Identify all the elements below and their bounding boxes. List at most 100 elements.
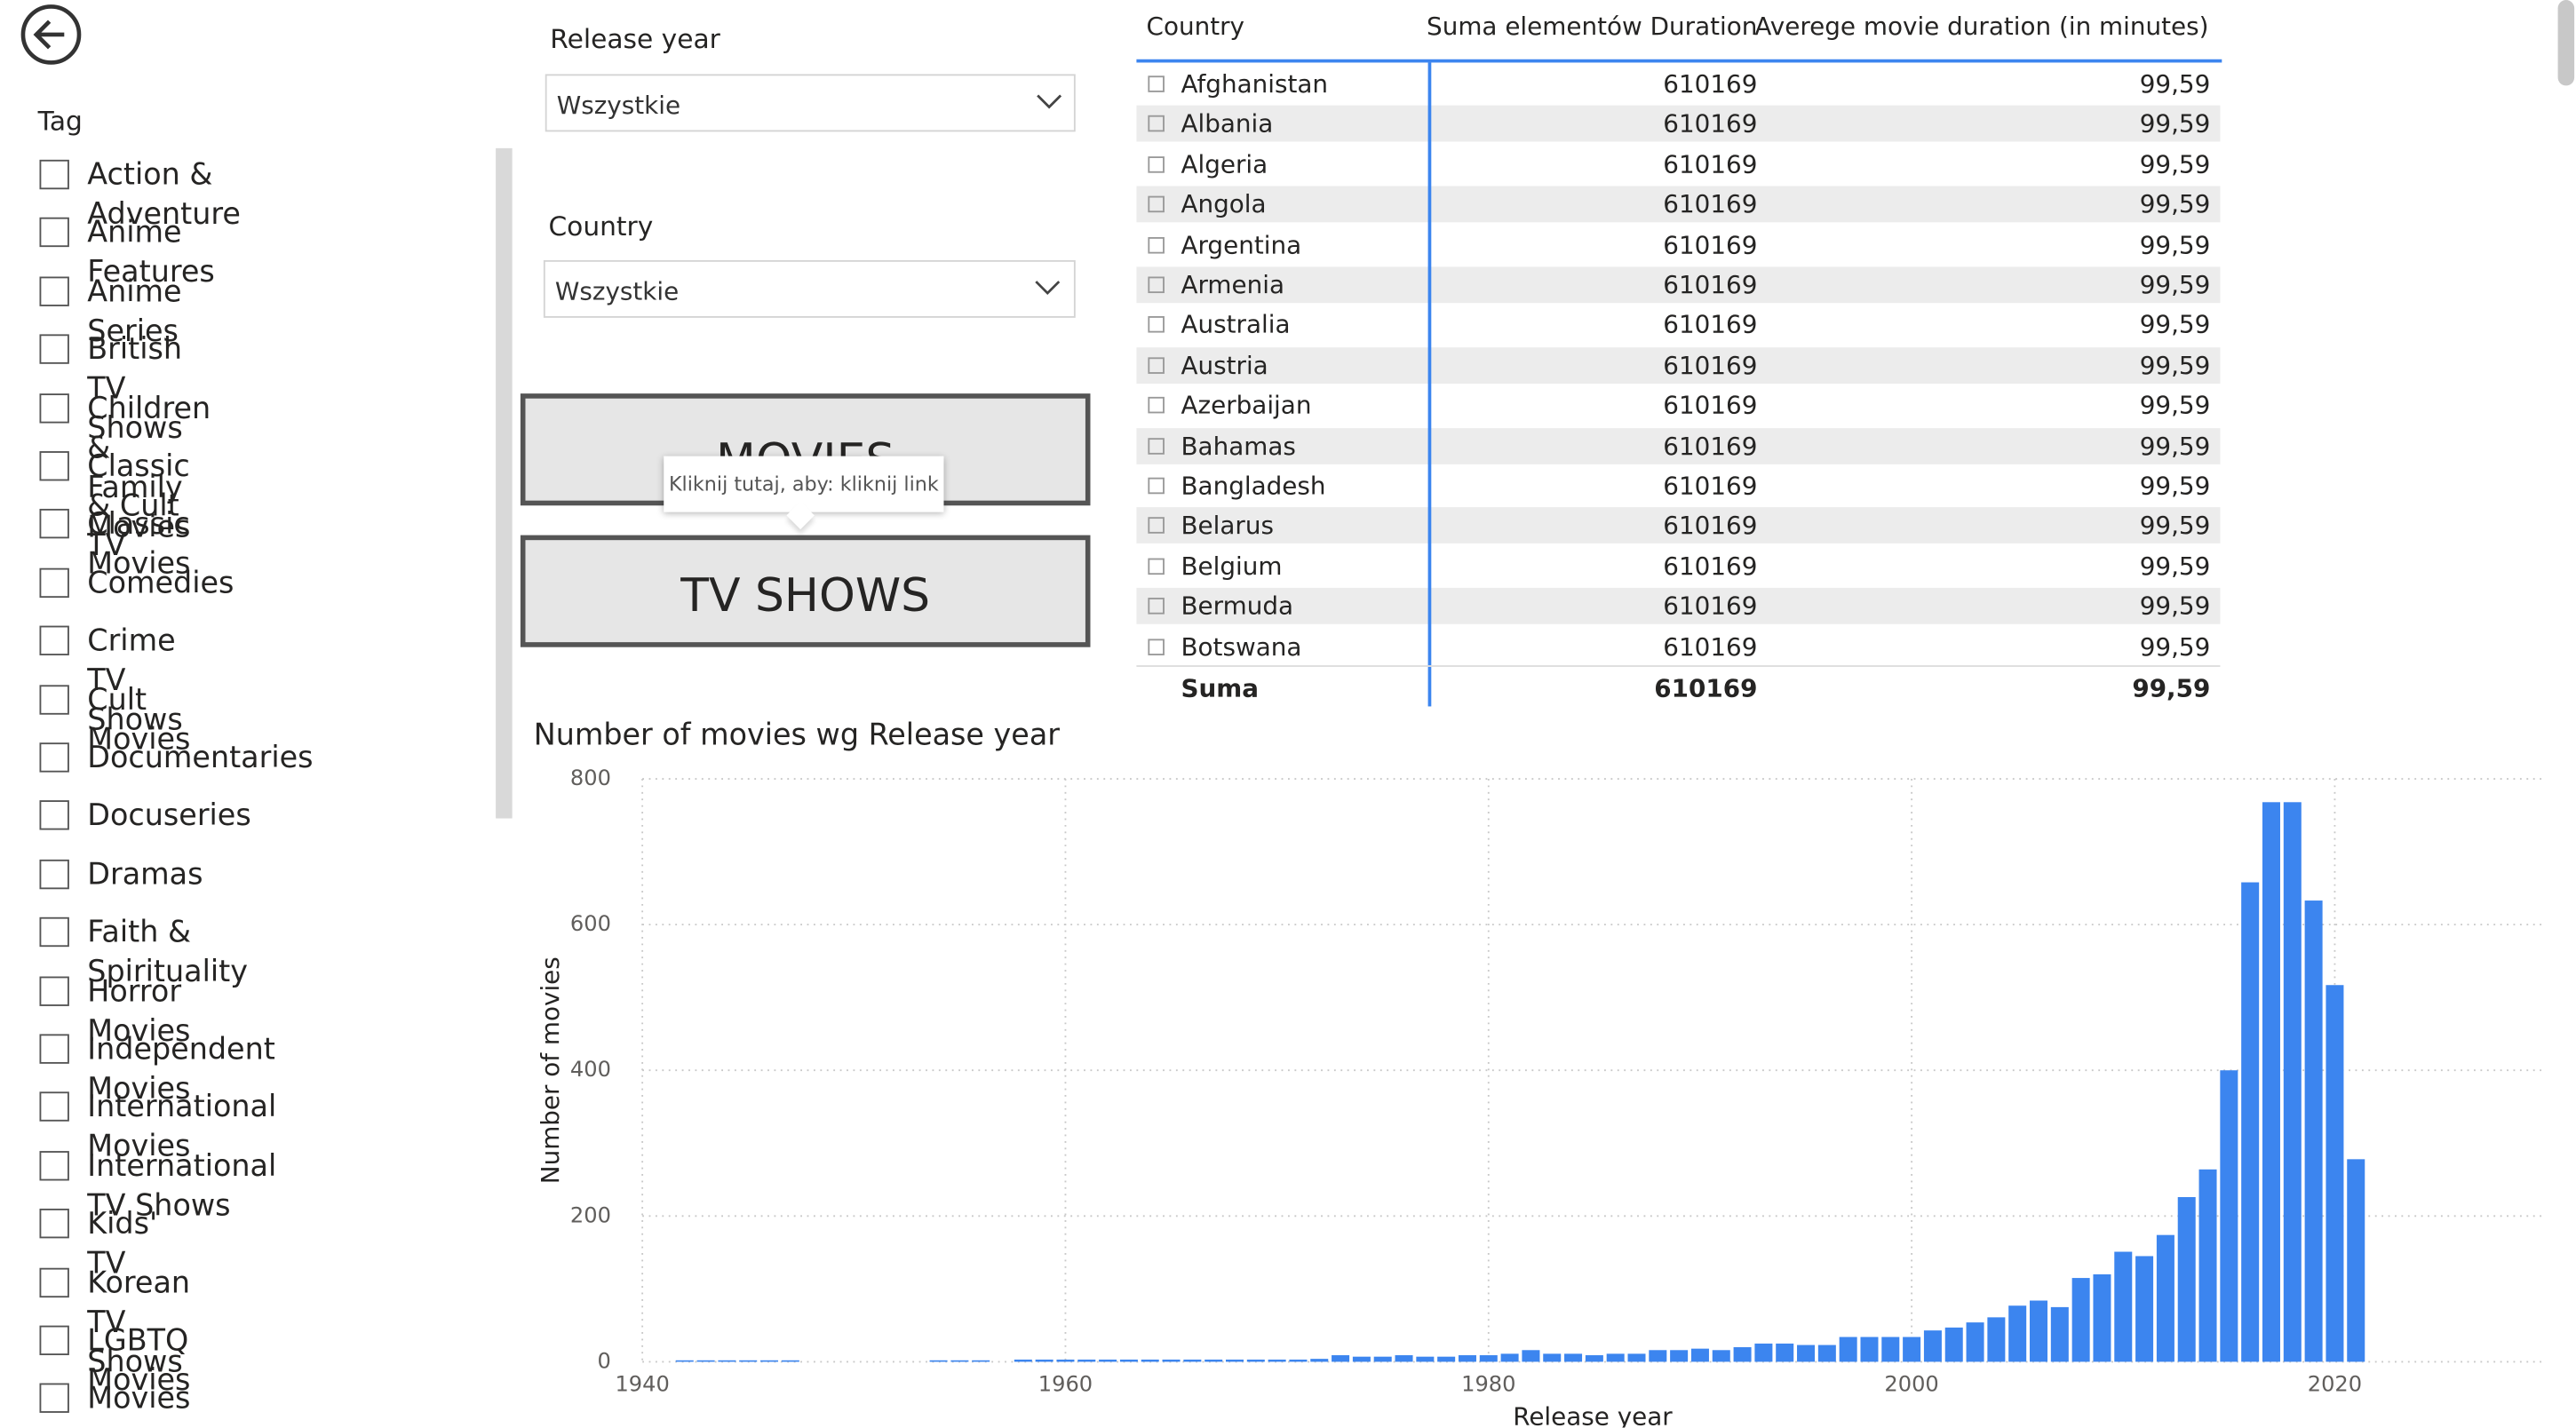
bar (1543, 1353, 1562, 1362)
value-cell: 610169 (1654, 673, 1758, 703)
bar (1690, 1348, 1709, 1362)
expand-icon[interactable] (1148, 316, 1165, 334)
tag-label: Children & Family Movies (87, 391, 211, 544)
bar (781, 1360, 799, 1362)
checkbox[interactable] (39, 1384, 69, 1414)
value-cell: 610169 (1663, 189, 1758, 219)
bar (1332, 1355, 1350, 1362)
checkbox[interactable] (39, 1092, 69, 1123)
tag-label: Korean TV Shows (87, 1265, 191, 1380)
expand-icon[interactable] (1148, 437, 1165, 455)
bar (1754, 1343, 1773, 1362)
expand-icon[interactable] (1148, 517, 1165, 535)
chevron (1037, 94, 1062, 109)
bar (1966, 1322, 1984, 1362)
column-header[interactable]: Suma elementów Duration (1427, 11, 1758, 42)
checkbox[interactable] (39, 276, 69, 306)
checkbox[interactable] (39, 1325, 69, 1356)
bar (1923, 1330, 1942, 1362)
bar (1670, 1350, 1689, 1362)
x-tick-label: 2000 (1884, 1371, 1938, 1396)
tag-label: LGBTQ Movies (87, 1323, 191, 1399)
value-cell: 610169 (1663, 109, 1758, 139)
bar (1903, 1337, 1921, 1362)
row-band (1136, 186, 2221, 223)
bar (2241, 882, 2260, 1362)
country-cell: Belgium (1181, 551, 1283, 582)
x-tick-label: 1980 (1461, 1371, 1515, 1396)
value-cell: 610169 (1663, 591, 1758, 622)
country-cell: Bangladesh (1181, 471, 1326, 501)
column-header[interactable]: Country (1146, 11, 1245, 42)
checkbox[interactable] (39, 684, 69, 714)
value-cell: 610169 (1663, 631, 1758, 662)
bar (2135, 1256, 2154, 1362)
checkbox[interactable] (39, 218, 69, 248)
tag-label: Cult Movies (87, 682, 191, 758)
page-scrollbar[interactable] (2557, 0, 2575, 86)
bar (2347, 1159, 2365, 1362)
header-line (1136, 59, 2222, 63)
expand-icon[interactable] (1148, 276, 1165, 294)
bar (972, 1360, 990, 1362)
bar (1712, 1350, 1730, 1362)
column-header[interactable]: Averege movie duration (in minutes) (1754, 11, 2209, 42)
scrollbar[interactable] (496, 147, 513, 819)
expand-icon[interactable] (1148, 75, 1165, 92)
expand-icon[interactable] (1148, 598, 1165, 615)
x-tick-label: 1940 (615, 1371, 669, 1396)
checkbox[interactable] (39, 1034, 69, 1064)
checkbox[interactable] (39, 159, 69, 190)
expand-icon[interactable] (1148, 236, 1165, 253)
checkbox[interactable] (39, 625, 69, 656)
country-cell: Botswana (1181, 631, 1302, 662)
x-axis-label: Release year (1513, 1401, 1673, 1427)
expand-icon[interactable] (1148, 397, 1165, 414)
value-cell: 99,59 (2139, 471, 2211, 501)
checkbox[interactable] (39, 917, 69, 948)
value-cell: 99,59 (2139, 631, 2211, 662)
checkbox[interactable] (39, 742, 69, 773)
y-tick-label: 200 (570, 1202, 611, 1227)
expand-icon[interactable] (1148, 477, 1165, 495)
checkbox[interactable] (39, 451, 69, 481)
value-cell: 99,59 (2139, 350, 2211, 380)
y-axis-label: Number of movies (536, 956, 565, 1184)
checkbox[interactable] (39, 1209, 69, 1239)
expand-icon[interactable] (1148, 195, 1165, 213)
expand-icon[interactable] (1148, 356, 1165, 374)
bar (2304, 900, 2323, 1362)
slicer-label: Release year (550, 22, 720, 55)
checkbox[interactable] (39, 1150, 69, 1181)
y-tick-label: 400 (570, 1057, 611, 1082)
checkbox[interactable] (39, 334, 69, 365)
dropdown[interactable]: Wszystkie (545, 74, 1076, 132)
bar (1564, 1353, 1583, 1362)
tv-shows-button[interactable]: TV SHOWS (520, 535, 1091, 647)
bar (1268, 1359, 1286, 1362)
checkbox[interactable] (39, 859, 69, 889)
value-cell: 610169 (1663, 511, 1758, 541)
checkbox[interactable] (39, 800, 69, 831)
bar (2050, 1306, 2069, 1362)
checkbox[interactable] (39, 509, 69, 540)
bar (2262, 802, 2280, 1362)
expand-icon[interactable] (1148, 638, 1165, 655)
tag-title: Tag (37, 105, 83, 137)
expand-icon[interactable] (1148, 115, 1165, 133)
dropdown-value: Wszystkie (556, 90, 681, 121)
back-button[interactable] (20, 4, 85, 69)
checkbox[interactable] (39, 1266, 69, 1297)
expand-icon[interactable] (1148, 155, 1165, 173)
expand-icon[interactable] (1148, 558, 1165, 575)
checkbox[interactable] (39, 567, 69, 598)
dropdown[interactable]: Wszystkie (543, 259, 1076, 318)
x-tick-label: 1960 (1038, 1371, 1093, 1396)
tag-label: Anime Features (87, 216, 215, 291)
checkbox[interactable] (39, 975, 69, 1006)
bar (1944, 1327, 1963, 1362)
checkbox[interactable] (39, 393, 69, 423)
bar (675, 1360, 694, 1362)
country-cell: Australia (1181, 310, 1291, 340)
bar (1416, 1356, 1435, 1362)
